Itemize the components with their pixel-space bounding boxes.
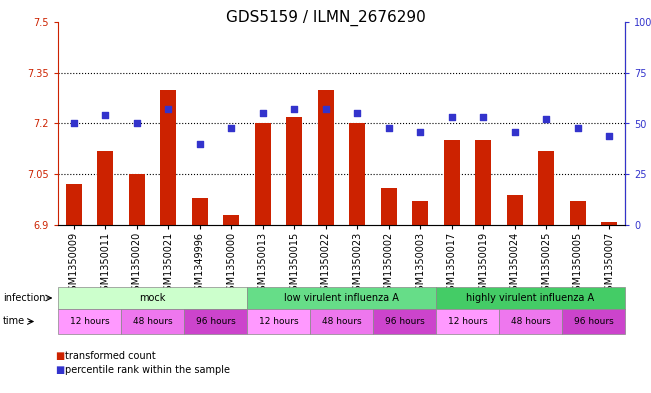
Bar bbox=[98, 151, 113, 225]
Text: mock: mock bbox=[139, 293, 166, 303]
Point bbox=[352, 110, 363, 116]
Text: ■: ■ bbox=[55, 351, 64, 361]
Bar bbox=[286, 117, 302, 225]
Bar bbox=[66, 184, 81, 225]
Text: 48 hours: 48 hours bbox=[322, 317, 361, 326]
Point bbox=[132, 120, 142, 127]
Text: ■: ■ bbox=[55, 365, 64, 375]
Point bbox=[258, 110, 268, 116]
Bar bbox=[318, 90, 333, 225]
Point bbox=[604, 132, 615, 139]
Bar bbox=[412, 201, 428, 225]
Bar bbox=[602, 222, 617, 225]
Text: time: time bbox=[3, 316, 25, 327]
Bar bbox=[570, 201, 586, 225]
Point bbox=[163, 106, 173, 112]
Point bbox=[541, 116, 551, 123]
Text: 12 hours: 12 hours bbox=[448, 317, 488, 326]
Point bbox=[195, 141, 205, 147]
Bar bbox=[444, 140, 460, 225]
Point bbox=[68, 120, 79, 127]
Text: 12 hours: 12 hours bbox=[258, 317, 298, 326]
Text: GDS5159 / ILMN_2676290: GDS5159 / ILMN_2676290 bbox=[226, 10, 425, 26]
Bar bbox=[350, 123, 365, 225]
Bar bbox=[381, 188, 396, 225]
Point bbox=[510, 129, 520, 135]
Text: highly virulent influenza A: highly virulent influenza A bbox=[466, 293, 594, 303]
Point bbox=[100, 112, 111, 119]
Text: percentile rank within the sample: percentile rank within the sample bbox=[65, 365, 230, 375]
Point bbox=[447, 114, 457, 121]
Point bbox=[289, 106, 299, 112]
Bar bbox=[507, 195, 523, 225]
Bar bbox=[129, 174, 145, 225]
Text: 12 hours: 12 hours bbox=[70, 317, 109, 326]
Point bbox=[572, 125, 583, 131]
Text: 96 hours: 96 hours bbox=[195, 317, 236, 326]
Point bbox=[415, 129, 426, 135]
Bar bbox=[255, 123, 271, 225]
Bar bbox=[160, 90, 176, 225]
Text: low virulent influenza A: low virulent influenza A bbox=[284, 293, 399, 303]
Bar bbox=[192, 198, 208, 225]
Text: 96 hours: 96 hours bbox=[385, 317, 424, 326]
Point bbox=[383, 125, 394, 131]
Text: 48 hours: 48 hours bbox=[510, 317, 550, 326]
Bar bbox=[475, 140, 491, 225]
Text: 96 hours: 96 hours bbox=[574, 317, 613, 326]
Bar bbox=[538, 151, 554, 225]
Bar bbox=[223, 215, 239, 225]
Point bbox=[320, 106, 331, 112]
Point bbox=[226, 125, 236, 131]
Text: infection: infection bbox=[3, 293, 46, 303]
Text: transformed count: transformed count bbox=[65, 351, 156, 361]
Text: 48 hours: 48 hours bbox=[133, 317, 173, 326]
Point bbox=[478, 114, 488, 121]
